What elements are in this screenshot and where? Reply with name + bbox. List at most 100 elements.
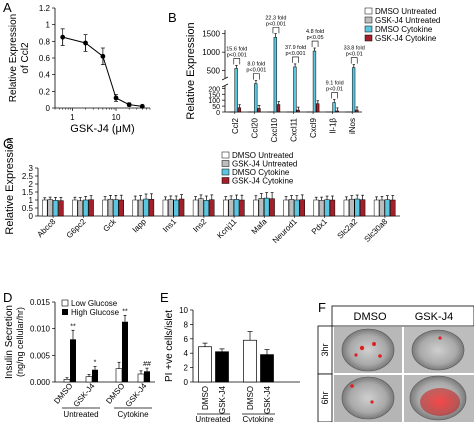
f-pi-cluster	[420, 388, 460, 416]
a-data-point	[140, 104, 145, 109]
a-x-label: GSK-J4 (μM)	[70, 123, 134, 135]
d-bar-low	[138, 374, 144, 382]
b-legend-swatch	[365, 8, 372, 14]
d-bar-high	[70, 339, 76, 382]
a-y-tick-label: 1	[46, 21, 51, 30]
c-bar	[234, 199, 239, 216]
c-bar	[42, 200, 47, 216]
f-pi-dot	[378, 354, 382, 358]
b-bar	[333, 103, 336, 112]
b-legend-label: DMSO Cytokine	[375, 25, 433, 34]
c-y-tick-label: 2.5	[22, 172, 34, 181]
a-y-tick-label: 0.2	[39, 87, 51, 96]
c-bar	[385, 200, 390, 216]
d-x-tick-label: GSK-J4	[124, 381, 149, 409]
d-legend-label: Low Glucose	[71, 299, 118, 308]
c-legend-swatch	[222, 152, 229, 158]
d-bar-high	[144, 371, 150, 382]
c-bar	[83, 200, 88, 216]
panel-label-d: D	[3, 290, 12, 305]
a-y-tick-label: 0	[46, 104, 51, 113]
e-bar	[261, 355, 274, 382]
c-bar	[270, 199, 275, 216]
a-data-point	[127, 102, 132, 107]
c-bar	[294, 200, 299, 216]
d-y-label: (ng/ng cellular/hr)	[15, 307, 25, 377]
c-x-tick-label: Ins1	[161, 217, 178, 234]
b-pvalue-label: p<0.001	[266, 21, 286, 27]
c-x-tick-label: G6pc2	[65, 217, 88, 240]
c-bar	[53, 200, 58, 216]
c-bar	[380, 200, 385, 216]
c-y-label: Relative Expression	[4, 137, 16, 234]
f-pi-dot	[372, 342, 376, 346]
f-islet-dmso-6hr	[342, 377, 394, 419]
b-bar	[297, 110, 300, 112]
f-row-3hr: 3hr	[320, 343, 330, 356]
b-y-tick-label: 1500	[202, 30, 220, 39]
d-group-label: Cytokine	[117, 410, 149, 419]
c-legend-swatch	[222, 169, 229, 175]
c-y-tick-label: 1.5	[22, 188, 34, 197]
panel-label-e: E	[160, 290, 169, 305]
c-bar	[264, 198, 269, 216]
panel-label-a: A	[3, 0, 12, 15]
c-y-tick-label: 0	[29, 212, 34, 221]
c-bar	[174, 200, 179, 216]
b-signif-bracket	[293, 57, 299, 63]
a-data-point	[83, 41, 88, 46]
a-series-line	[63, 37, 143, 106]
c-bar	[193, 200, 198, 216]
c-legend-swatch	[222, 178, 229, 184]
f-row-6hr: 6hr	[320, 391, 330, 404]
c-bar	[48, 200, 53, 216]
d-significance: **	[70, 323, 76, 330]
b-bar	[277, 105, 280, 112]
c-bar	[239, 200, 244, 216]
c-bar	[289, 199, 294, 216]
c-bar	[259, 198, 264, 216]
e-bar	[244, 340, 257, 382]
b-bar	[235, 68, 238, 112]
b-bar	[258, 108, 261, 112]
b-signif-bracket	[253, 74, 259, 80]
c-bar	[179, 199, 184, 216]
b-pvalue-label: p<0.01	[326, 87, 343, 93]
a-data-point	[60, 35, 65, 40]
b-x-tick-label: Cxcl11	[290, 117, 299, 141]
b-bar	[355, 110, 358, 112]
c-bar	[300, 200, 305, 216]
c-bar	[390, 200, 395, 216]
c-bar	[103, 200, 108, 216]
c-bar	[374, 200, 379, 216]
a-x-tick-label: 1	[70, 113, 75, 122]
c-x-tick-label: Slc2a2	[335, 217, 359, 241]
c-x-tick-label: Slc30a8	[363, 217, 390, 244]
b-bar	[313, 51, 316, 112]
c-y-tick-label: 0.5	[22, 204, 34, 213]
c-y-tick-label: 1	[29, 196, 34, 205]
a-data-point	[114, 96, 119, 101]
b-x-tick-label: Cxcl9	[309, 117, 318, 138]
c-bar	[325, 200, 330, 216]
b-x-tick-label: Cxcl10	[270, 117, 279, 142]
e-bar	[216, 352, 229, 382]
c-x-tick-label: Iapp	[131, 217, 149, 235]
b-y-tick-label: 500	[207, 67, 221, 76]
f-pi-dot	[370, 400, 373, 403]
c-bar	[113, 200, 118, 216]
panel-label-b: B	[168, 10, 177, 25]
d-bar-high	[92, 370, 98, 382]
e-x-tick-label: GSK-J4	[263, 385, 272, 414]
a-y-tick-label: 0.8	[39, 37, 51, 46]
d-y-label: Insulin Secretion	[4, 305, 15, 379]
c-x-tick-label: Gck	[101, 216, 118, 233]
e-y-tick-label: 2	[184, 364, 189, 373]
c-bar	[138, 200, 143, 216]
c-y-tick-label: 3	[29, 164, 34, 173]
b-legend-swatch	[365, 26, 372, 32]
c-bar	[209, 200, 214, 216]
c-bar	[199, 199, 204, 216]
